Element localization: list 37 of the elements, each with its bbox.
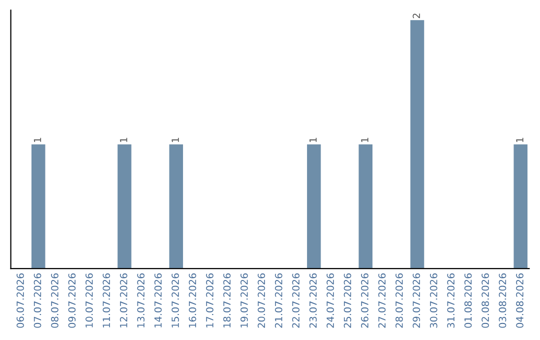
data-label: 1 — [516, 138, 524, 142]
x-tick-label: 21.07.2026 — [274, 273, 282, 328]
x-tick-label: 13.07.2026 — [137, 273, 145, 328]
data-label: 1 — [120, 138, 128, 142]
x-tick-label: 26.07.2026 — [361, 273, 368, 328]
data-label: 1 — [34, 138, 42, 142]
x-tick-label: 20.07.2026 — [258, 273, 266, 328]
x-tick-label: 22.07.2026 — [292, 273, 300, 328]
x-tick-label: 10.07.2026 — [85, 273, 93, 328]
x-tick-label: 29.07.2026 — [412, 273, 420, 328]
x-tick-label: 01.08.2026 — [464, 273, 472, 328]
data-label: 1 — [361, 138, 368, 142]
x-tick-label: 24.07.2026 — [326, 273, 334, 328]
x-tick-label: 03.08.2026 — [498, 273, 506, 328]
x-tick-label: 07.07.2026 — [34, 273, 42, 328]
x-tick-label: 14.07.2026 — [154, 273, 162, 328]
x-tick-label: 25.07.2026 — [344, 273, 352, 328]
x-tick-label: 19.07.2026 — [240, 273, 248, 328]
data-label: 2 — [412, 14, 420, 18]
data-label: 1 — [310, 138, 317, 142]
x-tick-label: 18.07.2026 — [223, 273, 231, 328]
x-tick-label: 27.07.2026 — [378, 273, 386, 328]
x-tick-label: 30.07.2026 — [430, 273, 438, 328]
x-tick-label: 15.07.2026 — [172, 273, 179, 328]
x-tick-label: 28.07.2026 — [396, 273, 403, 328]
x-tick-label: 17.07.2026 — [206, 273, 214, 328]
x-tick-label: 09.07.2026 — [68, 273, 76, 328]
x-tick-label: 04.08.2026 — [516, 273, 524, 328]
x-tick-label: 31.07.2026 — [447, 273, 455, 328]
x-tick-label: 11.07.2026 — [102, 273, 110, 328]
x-tick-label: 08.07.2026 — [51, 273, 58, 328]
x-tick-label: 12.07.2026 — [120, 273, 128, 328]
x-tick-label: 16.07.2026 — [188, 273, 196, 328]
x-tick-label: 23.07.2026 — [309, 273, 317, 328]
x-tick-label: 02.08.2026 — [482, 273, 489, 328]
x-tick-label: 06.07.2026 — [16, 273, 24, 328]
data-label: 1 — [172, 138, 179, 142]
